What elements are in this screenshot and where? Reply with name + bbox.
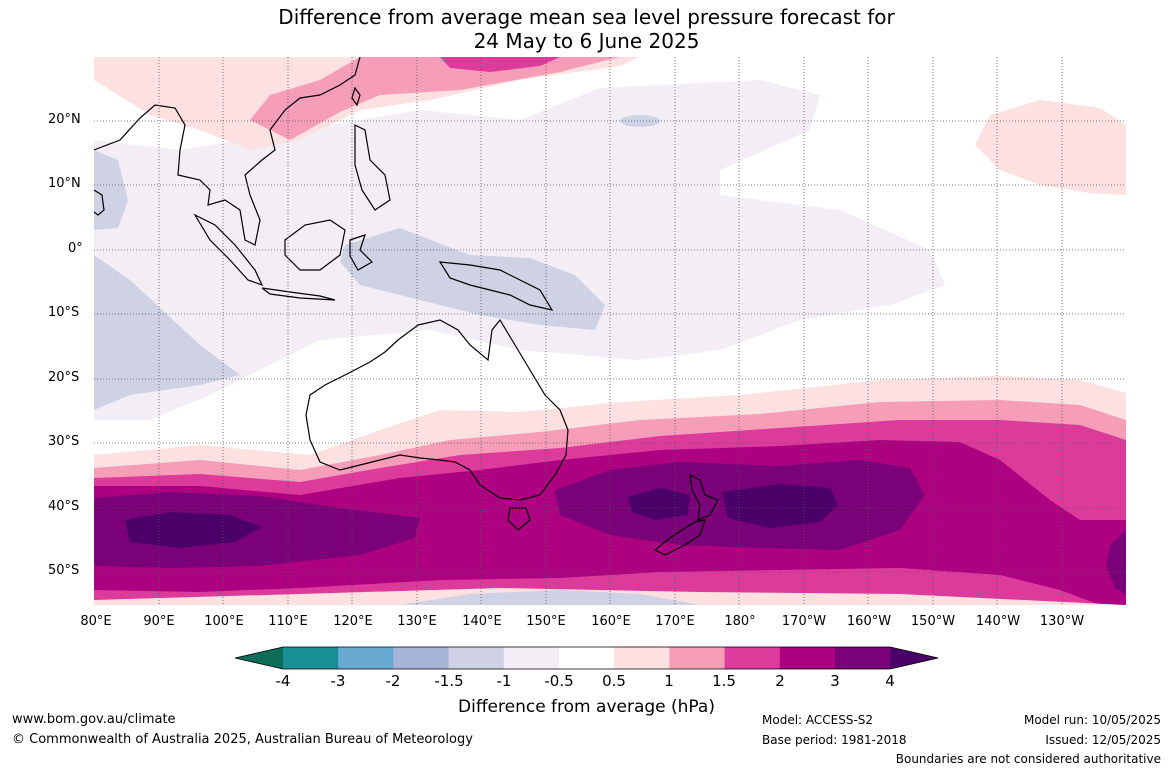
lon-label-80e: 80°E [80,614,112,629]
lon-label-130w: 130°W [1039,614,1085,629]
philippines-outline [354,124,391,211]
borneo-outline [284,219,346,271]
colorbar-label: 4 [885,672,895,690]
footer-model-run: Model run: 10/05/2025 [1023,713,1161,727]
colorbar-label: -0.5 [544,672,574,690]
colorbar-swatch [669,647,726,669]
lon-label-140w: 140°W [975,614,1021,629]
lon-label-170e: 170°E [655,614,695,629]
anomaly-region-neg1-maritime [340,228,605,330]
footer-issued: Issued: 12/05/2025 [1045,733,1161,747]
lon-label-150w: 150°W [910,614,956,629]
lon-label-100e: 100°E [204,614,244,629]
lat-label-50s: 50°S [48,563,80,578]
footer-model: Model: ACCESS-S2 [762,713,874,727]
java-outline [261,287,336,301]
colorbar-label: 1.5 [712,672,736,690]
colorbar-label: 1 [664,672,674,690]
anomaly-region-neg1-indian [94,255,240,410]
graticule [94,57,1126,605]
colorbar-label: -3 [330,672,346,690]
lat-label-10s: 10°S [48,305,80,320]
colorbar-label: 3 [830,672,840,690]
sumatra-outline [193,213,264,287]
anomaly-region-pos05-pacific [975,100,1126,195]
anomaly-region-pos3-indian [94,492,420,568]
lon-label-180: 180° [724,614,756,629]
lon-label-120e: 120°E [333,614,373,629]
colorbar-label: 2 [775,672,785,690]
lon-label-90e: 90°E [143,614,175,629]
lat-label-40s: 40°S [48,499,80,514]
colorbar-label: -1 [496,672,512,690]
colorbar-swatch [283,647,339,669]
colorbar-swatch [779,647,836,669]
colorbar-label: -2 [385,672,401,690]
asia-mainland-outline [94,57,361,246]
map-title-line2: 24 May to 6 June 2025 [473,29,700,53]
anomaly-region-pos15-asia [440,57,560,72]
anomaly-region-pos4-indian [125,512,262,548]
lon-label-110e: 110°E [268,614,308,629]
india-east-coast [94,189,105,216]
lat-label-equator: 0° [68,241,83,256]
lat-label-10n: 10°N [48,176,81,191]
colorbar-label: -4 [275,672,291,690]
lat-label-30s: 30°S [48,434,80,449]
lat-label-20n: 20°N [48,112,81,127]
anomaly-region-pos4-tasman [628,488,690,520]
colorbar-swatch [559,647,615,669]
colorbar-swatch [503,647,560,669]
sulawesi-outline [349,234,373,271]
footer-copyright: © Commonwealth of Australia 2025, Austra… [12,732,473,747]
australia-outline [305,318,569,501]
colorbar-swatch [338,647,394,669]
lon-label-160e: 160°E [591,614,631,629]
colorbar [234,646,939,670]
anomaly-region-south-edge-neg [400,590,700,605]
footer-disclaimer: Boundaries are not considered authoritat… [895,752,1161,766]
new-zealand-south-outline [653,519,706,556]
anomaly-region-pos3-east [1106,530,1126,595]
taiwan-outline [351,86,361,107]
colorbar-swatch [448,647,505,669]
lon-label-130e: 130°E [397,614,437,629]
colorbar-swatch [393,647,450,669]
colorbar-swatch [835,647,891,669]
anomaly-region-pos4-nz-east [722,484,838,528]
footer-base-period: Base period: 1981-2018 [762,733,907,747]
lat-label-20s: 20°S [48,370,80,385]
colorbar-extend-high [890,647,939,669]
colorbar-outline [234,646,939,670]
footer-url[interactable]: www.bom.gov.au/climate [12,712,176,727]
coastlines [94,57,719,556]
lon-label-170w: 170°W [781,614,827,629]
colorbar-extend-low [235,647,283,669]
new-guinea-outline [438,261,554,311]
colorbar-swatch [724,647,781,669]
colorbar-title: Difference from average (hPa) [458,697,715,717]
map-title-line1: Difference from average mean sea level p… [278,5,895,29]
lon-label-160w: 160°W [846,614,892,629]
lon-label-150e: 150°E [526,614,566,629]
new-zealand-north-outline [689,473,719,521]
anomaly-region-neg05 [94,80,945,420]
lon-label-140e: 140°E [462,614,502,629]
anomaly-region-neg1-westedge [94,150,128,230]
colorbar-label: 0.5 [602,672,626,690]
anomaly-region-pos1-asia [250,57,620,140]
colorbar-swatch [614,647,670,669]
colorbar-label: -1.5 [434,672,464,690]
